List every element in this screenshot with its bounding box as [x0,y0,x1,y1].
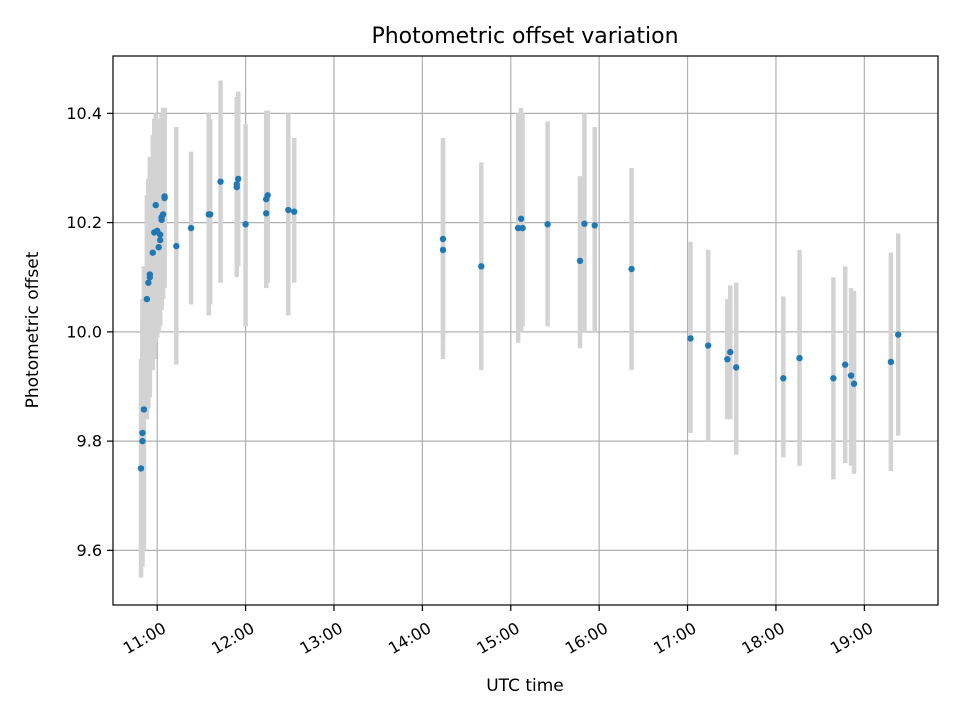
data-point [139,429,146,437]
data-point [591,222,598,229]
data-point [517,215,525,222]
data-point [478,263,485,270]
plot-frame [112,55,939,606]
data-point [847,372,855,379]
data-point [264,192,271,199]
data-point [139,437,146,445]
data-point [727,348,734,356]
data-point [137,465,145,472]
data-point [156,231,164,238]
data-point [285,206,292,214]
y-tick-label: 9.8 [77,432,102,451]
x-axis-label: UTC time [486,676,564,696]
data-point [263,210,270,217]
data-point [217,178,224,185]
data-point [145,279,152,286]
data-points [137,175,902,472]
data-point [159,211,167,218]
data-point [796,354,803,362]
data-point [143,295,151,303]
y-tick-label: 10.2 [66,213,102,232]
y-tick-label: 10.0 [66,322,102,341]
data-point [887,358,895,366]
data-point [576,257,584,265]
data-point [841,361,849,368]
data-point [152,201,159,209]
data-point [439,246,447,254]
data-point [439,235,447,243]
data-point [850,380,858,387]
data-point [687,335,694,342]
data-point [146,271,154,278]
data-point [187,224,195,232]
data-point [704,342,712,349]
data-point [149,249,156,256]
data-point [780,375,787,382]
data-point [207,211,214,218]
data-point [161,193,168,200]
y-axis-ticks: 9.6 9.8 10.0 10.2 10.4 [66,104,113,560]
data-point [235,175,242,183]
data-point [519,224,526,232]
data-point [581,220,588,227]
data-point [233,181,240,188]
data-point [544,221,551,228]
data-point [724,355,731,363]
data-point [514,224,522,232]
y-tick-label: 9.6 [77,541,102,560]
data-point [830,375,837,382]
data-point [628,265,635,273]
y-axis-label: Photometric offset [23,251,43,408]
data-point [173,242,180,250]
data-point [291,208,298,215]
data-point [242,221,249,228]
data-point [156,236,164,244]
data-point [155,243,162,251]
data-point [140,406,148,413]
chart-title: Photometric offset variation [371,24,678,49]
y-tick-label: 10.4 [66,104,102,123]
data-point [895,331,902,338]
data-point [732,364,740,371]
